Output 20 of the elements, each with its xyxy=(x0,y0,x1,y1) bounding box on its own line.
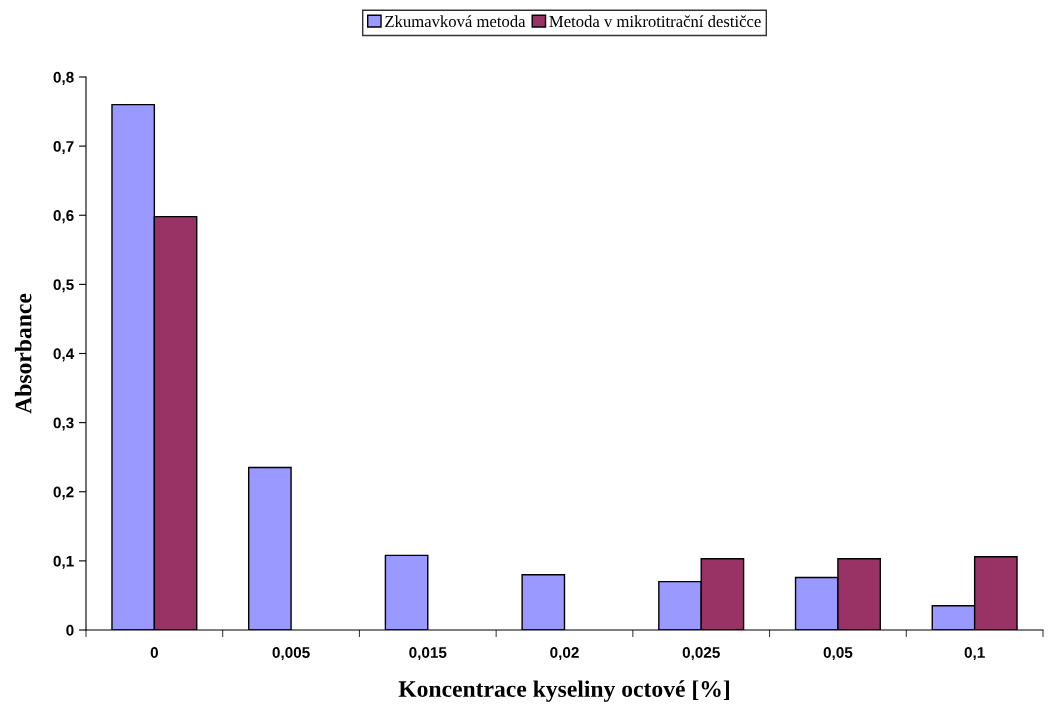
x-tick-label: 0,005 xyxy=(272,647,310,661)
y-tick-label: 0,5 xyxy=(53,279,74,293)
y-tick-label: 0,8 xyxy=(53,71,74,85)
y-tick-label: 0,4 xyxy=(53,348,75,362)
x-axis-title: Koncentrace kyseliny octové [%] xyxy=(398,680,729,702)
y-tick-label: 0 xyxy=(66,624,74,636)
legend-label: Zkumavková metoda xyxy=(385,15,526,28)
y-tick-label: 0,2 xyxy=(53,486,74,500)
x-tick-label: 0,1 xyxy=(964,647,985,661)
x-tick-label: 0,025 xyxy=(682,647,720,661)
y-tick-label: 0,3 xyxy=(53,417,74,431)
x-tick-label: 0,015 xyxy=(409,647,447,661)
x-tick-label: 0,05 xyxy=(823,647,853,661)
y-axis-title: Absorbance xyxy=(14,293,32,414)
y-tick-label: 0,1 xyxy=(53,555,74,569)
y-tick-label: 0,7 xyxy=(53,140,74,155)
x-tick-label: 0 xyxy=(150,647,158,658)
x-tick-label: 0,02 xyxy=(550,647,579,661)
legend-label: Metoda v mikrotitrační destičce xyxy=(549,15,761,28)
y-tick-label: 0,6 xyxy=(53,210,74,224)
